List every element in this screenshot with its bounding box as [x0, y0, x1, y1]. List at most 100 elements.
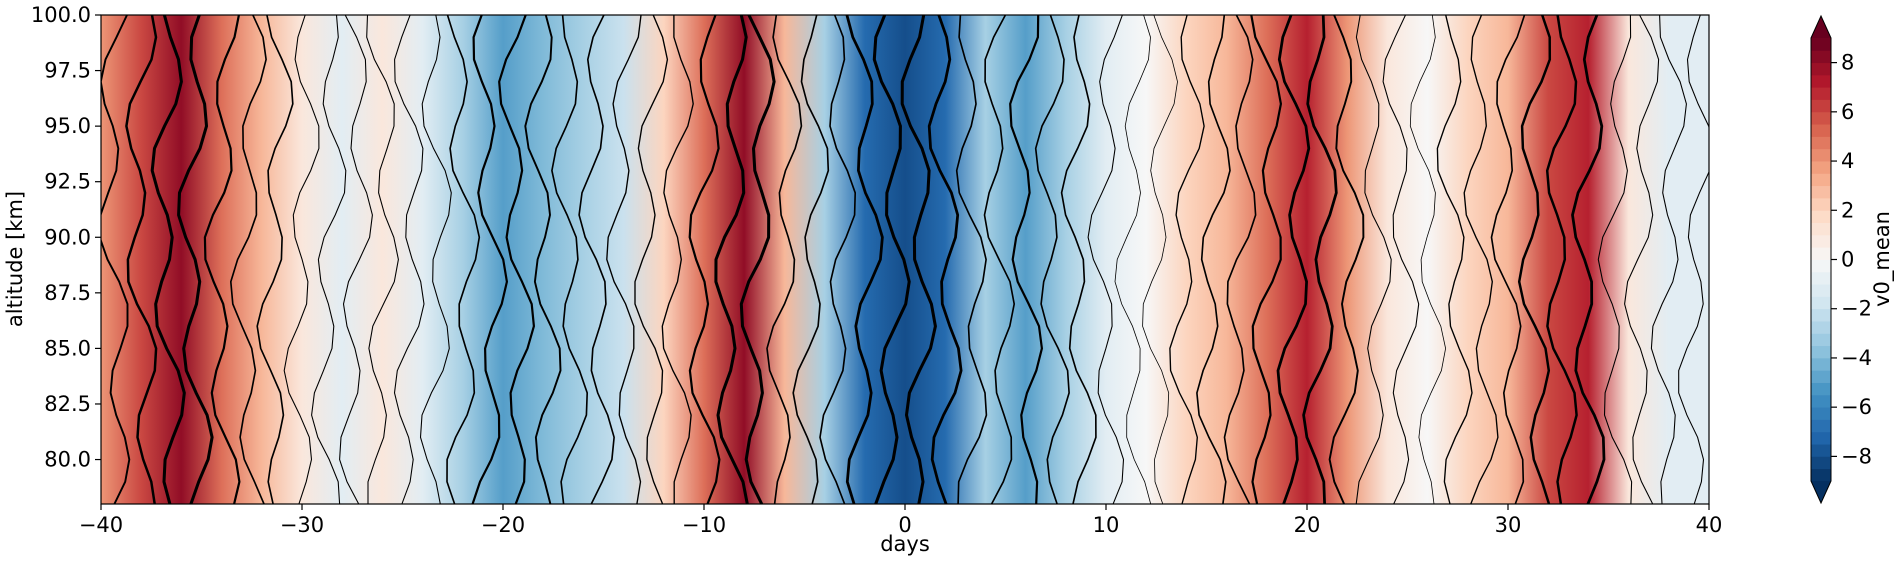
colorbar-segment — [1811, 99, 1831, 113]
x-tick-label: −40 — [79, 513, 123, 537]
colorbar-tick-label: 0 — [1841, 248, 1854, 272]
colorbar-segment — [1811, 136, 1831, 150]
colorbar-segment — [1811, 62, 1831, 76]
colorbar-segment — [1811, 284, 1831, 297]
colorbar-tick-label: 2 — [1841, 198, 1854, 222]
x-tick-label: 30 — [1495, 513, 1522, 537]
colorbar-segment — [1811, 382, 1831, 396]
contour-line — [498, 15, 536, 504]
contour-line — [1302, 15, 1338, 504]
colorbar-extend-max — [1811, 16, 1831, 38]
contour-line — [1517, 15, 1552, 504]
colorbar-tick-label: −8 — [1841, 444, 1872, 468]
colorbar-tick-label: 4 — [1841, 149, 1854, 173]
y-tick-label: 85.0 — [44, 336, 91, 360]
contour-line — [1196, 15, 1231, 504]
colorbar-segment — [1811, 234, 1831, 248]
contour-line — [1571, 15, 1606, 504]
contour-line — [339, 15, 373, 504]
colorbar-segment — [1811, 259, 1831, 273]
contour-line — [524, 15, 562, 504]
y-tick-label: 92.5 — [44, 170, 91, 194]
colorbar-segment — [1811, 357, 1831, 371]
colorbar-segment — [1811, 345, 1831, 359]
contour-line — [688, 15, 721, 504]
colorbar-segment — [1811, 456, 1831, 470]
contour-line — [125, 15, 158, 504]
colorbar-segment — [1811, 431, 1831, 445]
contour-line — [366, 15, 399, 504]
x-tick-label: −20 — [481, 513, 525, 537]
contour-line — [1169, 15, 1205, 504]
y-tick-label: 82.5 — [44, 392, 91, 416]
colorbar-label: v0_mean — [1870, 211, 1895, 307]
contour-line — [446, 15, 481, 504]
contour-line — [1009, 15, 1044, 504]
colorbar-segment — [1811, 296, 1831, 310]
colorbar-tick-label: −6 — [1841, 395, 1872, 419]
colorbar-segment — [1811, 124, 1831, 137]
y-tick-label: 100.0 — [31, 3, 91, 27]
contour-line — [1114, 15, 1152, 504]
contour-line — [661, 15, 694, 504]
contour-line — [1650, 15, 1687, 504]
colorbar-segment — [1811, 407, 1831, 420]
contour-line — [1060, 15, 1097, 504]
contour-line — [578, 15, 615, 504]
contour-line — [1250, 15, 1283, 504]
colorbar-tick-label: 6 — [1841, 100, 1854, 124]
contour-line — [551, 15, 589, 504]
colorbar-segment — [1811, 50, 1831, 64]
x-tick-label: −10 — [682, 513, 726, 537]
contour-line — [471, 15, 509, 504]
colorbar-segment — [1811, 370, 1831, 383]
contour-line — [634, 15, 669, 504]
colorbar-segment — [1811, 161, 1831, 174]
contour-line — [1545, 15, 1578, 504]
contour-line — [819, 15, 857, 504]
contour-line — [1142, 15, 1178, 504]
colorbar-tick-label: 8 — [1841, 51, 1854, 75]
contour-line — [177, 15, 214, 504]
colorbar-segment — [1811, 468, 1831, 482]
contour-lines — [101, 15, 1709, 504]
colorbar-extend-min — [1811, 481, 1831, 503]
contour-line — [845, 15, 884, 504]
colorbar-segment — [1811, 74, 1831, 88]
x-tick-label: −30 — [280, 513, 324, 537]
contour-line — [1624, 15, 1660, 504]
y-tick-label: 90.0 — [44, 225, 91, 249]
colorbar-tick-label: −4 — [1841, 346, 1872, 370]
colorbar-segment — [1811, 173, 1831, 187]
x-tick-label: 10 — [1093, 513, 1120, 537]
colorbar-segment — [1811, 247, 1831, 260]
contour-line — [1223, 15, 1257, 504]
contour-line — [792, 15, 830, 504]
x-tick-label: 0 — [898, 513, 911, 537]
colorbar-segment — [1811, 197, 1831, 211]
contour-line — [1490, 15, 1526, 504]
x-axis-label: days — [880, 532, 930, 556]
contour-line — [1678, 15, 1709, 504]
contour-line — [606, 15, 642, 504]
colorbar-frame — [1810, 14, 1832, 505]
contour-line — [229, 15, 267, 504]
contour-line — [1463, 15, 1499, 504]
colorbar: −8 −6 −4 −2 0 2 4 6 8 — [1810, 14, 1872, 505]
contour-line — [739, 15, 776, 504]
contour-line — [150, 15, 186, 504]
contour-line — [393, 15, 425, 504]
contour-line — [101, 15, 131, 504]
colorbar-segment — [1811, 222, 1831, 236]
contour-line — [1355, 15, 1392, 504]
contour-line — [714, 15, 749, 504]
x-tick-label: 40 — [1696, 513, 1723, 537]
contour-line — [872, 15, 911, 504]
colorbar-tick-label: −2 — [1841, 297, 1872, 321]
y-tick-label: 95.0 — [44, 114, 91, 138]
contour-line — [1382, 15, 1420, 504]
y-tick-label: 87.5 — [44, 281, 91, 305]
colorbar-segment — [1811, 444, 1831, 457]
colorbar-segment — [1811, 308, 1831, 322]
